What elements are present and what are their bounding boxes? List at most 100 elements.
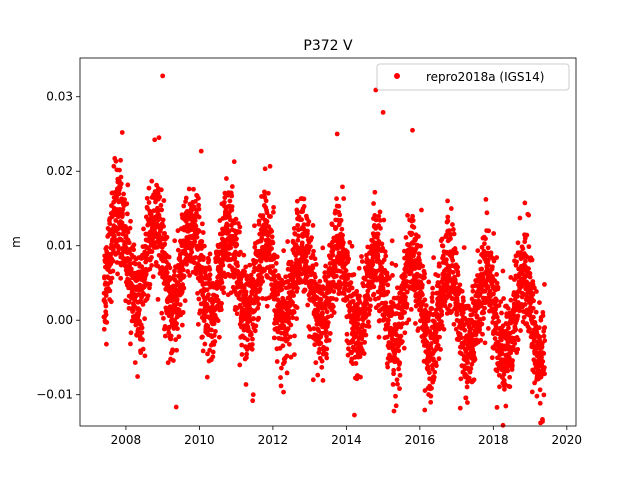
data-point (253, 258, 259, 264)
data-point (120, 212, 125, 218)
data-point (201, 243, 207, 249)
data-point (520, 246, 526, 252)
data-point (523, 258, 528, 264)
data-point (259, 227, 265, 233)
data-point (307, 326, 313, 332)
data-point (157, 194, 163, 200)
data-point (152, 137, 158, 143)
data-point (347, 240, 353, 245)
data-point (450, 227, 456, 232)
data-point (285, 278, 291, 284)
data-point (385, 321, 391, 327)
data-point (241, 285, 247, 291)
data-point (108, 279, 114, 285)
data-point (214, 294, 220, 299)
data-point (531, 369, 537, 375)
data-point (400, 321, 406, 327)
data-point (161, 315, 166, 321)
data-point (529, 257, 535, 263)
data-point (216, 334, 222, 340)
data-point (420, 263, 426, 269)
data-point (123, 241, 128, 247)
data-point (370, 262, 376, 268)
data-point (142, 316, 148, 322)
data-point (124, 211, 130, 217)
data-point (179, 243, 185, 249)
data-point (389, 305, 394, 311)
data-point (281, 389, 286, 395)
data-point (159, 207, 165, 213)
data-point (542, 371, 547, 377)
data-point (196, 195, 201, 201)
data-point (439, 236, 445, 242)
data-point (269, 234, 275, 240)
data-point (385, 289, 391, 295)
data-point (104, 244, 109, 250)
data-point (180, 267, 186, 273)
data-point (495, 284, 501, 290)
data-point (322, 270, 328, 276)
data-point (325, 320, 331, 325)
data-point (424, 339, 430, 345)
data-point (116, 191, 122, 197)
data-point (128, 218, 133, 224)
data-point (253, 323, 259, 329)
data-point (403, 294, 408, 300)
data-point (390, 382, 396, 387)
data-point (244, 273, 250, 279)
data-point (506, 325, 511, 331)
data-point (422, 271, 427, 277)
data-point (140, 301, 146, 307)
data-point (126, 299, 132, 305)
plot-frame (79, 57, 577, 427)
data-point (234, 311, 240, 317)
data-point (364, 301, 370, 306)
data-point (445, 214, 451, 220)
data-point (147, 266, 153, 272)
data-point (323, 263, 328, 269)
data-point (284, 370, 290, 376)
data-point (523, 273, 529, 279)
data-point (448, 206, 454, 211)
data-point (213, 328, 218, 334)
data-point (250, 336, 255, 342)
data-point (189, 249, 195, 255)
data-point (295, 237, 301, 243)
data-point (231, 159, 237, 165)
data-point (287, 334, 293, 340)
data-point (218, 266, 224, 272)
data-point (429, 385, 434, 391)
data-point (205, 351, 210, 357)
data-point (462, 327, 468, 333)
data-point (113, 158, 119, 164)
data-point (196, 214, 202, 220)
data-point (145, 293, 151, 299)
data-point (396, 348, 402, 354)
data-point (459, 335, 464, 341)
data-point (499, 310, 504, 316)
data-point (491, 231, 497, 236)
data-point (457, 405, 463, 411)
data-point (454, 312, 460, 318)
data-point (381, 257, 387, 263)
data-point (445, 198, 450, 204)
data-point (187, 272, 192, 278)
data-point (174, 296, 180, 302)
data-point (501, 296, 507, 301)
data-point (389, 309, 395, 314)
data-point (310, 223, 316, 228)
data-point (394, 332, 399, 338)
data-point (317, 346, 323, 352)
data-point (234, 236, 239, 242)
data-point (420, 292, 425, 298)
data-point (410, 213, 415, 219)
data-point (237, 362, 243, 368)
data-point (231, 220, 237, 226)
data-point (109, 275, 115, 281)
data-point (268, 214, 273, 219)
data-point (291, 293, 296, 298)
data-point (175, 326, 180, 332)
data-point (358, 374, 363, 380)
data-point (269, 228, 275, 234)
